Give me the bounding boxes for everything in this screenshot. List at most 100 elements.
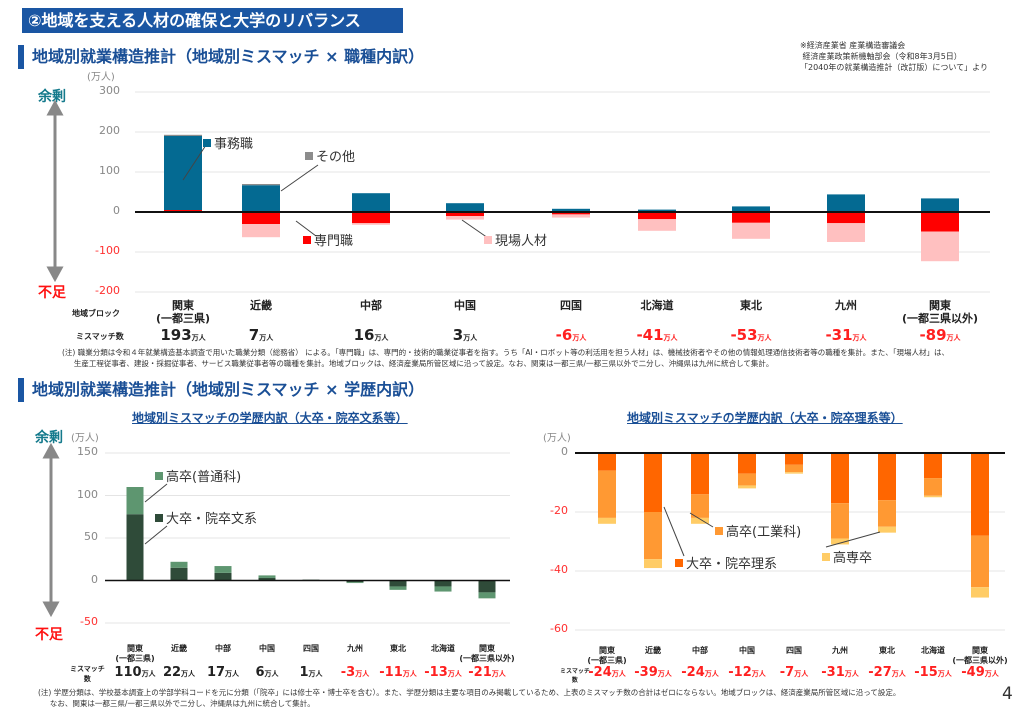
mismatch-unit: 万人 <box>984 670 999 678</box>
bar-segment-2 <box>732 206 770 212</box>
y-tick-label: 0 <box>91 572 98 586</box>
bar-segment-3 <box>164 134 202 136</box>
page-banner: ②地域を支える人材の確保と大学のリバランス <box>22 8 403 33</box>
mismatch-unit: 万人 <box>663 334 678 342</box>
region-row-label: 地域ブロック <box>72 309 120 318</box>
section2-title: 地域別就業構造推計（地域別ミスマッチ × 学歴内訳） <box>18 378 424 402</box>
bar-segment-3 <box>242 184 280 186</box>
mismatch-value: -31万人 <box>805 665 875 680</box>
mismatch-row-label-3: ミスマッチ 数 <box>560 668 590 684</box>
bar-segment-1 <box>126 514 144 581</box>
series-name: 大卒・院卒理系 <box>686 557 778 572</box>
bar-segment-2 <box>552 208 590 212</box>
mismatch-unit: 万人 <box>259 334 274 342</box>
bar-segment-1 <box>598 453 616 471</box>
mismatch-value: -3万人 <box>320 665 390 680</box>
mismatch-number: -12 <box>728 665 752 680</box>
mismatch-number: -7 <box>779 665 795 680</box>
region-label: 中国 <box>259 644 275 653</box>
region-label: 関東 (一都三県) <box>115 644 155 663</box>
mismatch-unit: 万人 <box>402 670 417 678</box>
unit-label-3: (万人) <box>543 433 571 444</box>
mismatch-value: -11万人 <box>363 665 433 680</box>
legend-swatch <box>822 552 830 561</box>
series-name: 高卒(工業科) <box>726 525 802 540</box>
bar-segment-3 <box>644 559 662 569</box>
mismatch-number: 193 <box>160 326 192 344</box>
y-tick-label: -40 <box>550 563 568 576</box>
bar-segment-2 <box>214 566 232 573</box>
series-label: 高専卒 <box>822 547 872 566</box>
bar-segment-3 <box>878 526 896 533</box>
mismatch-number: 22 <box>162 665 182 680</box>
mismatch-unit: 万人 <box>757 334 772 342</box>
mismatch-number: 6 <box>255 665 265 680</box>
mismatch-number: 1 <box>299 665 309 680</box>
surplus-shortage-arrow-2 <box>42 442 60 618</box>
bar-segment-1 <box>552 212 590 215</box>
y-tick-label: -20 <box>550 504 568 517</box>
page-number: 4 <box>1002 684 1013 704</box>
bar-segment-2 <box>924 478 942 496</box>
mismatch-number: -89 <box>919 326 947 344</box>
series-label: 専門職 <box>303 230 353 249</box>
bar-segment-2 <box>827 194 865 212</box>
mismatch-number: 16 <box>353 326 375 344</box>
mismatch-value: -6万人 <box>536 326 606 344</box>
bar-segment-1 <box>478 580 496 593</box>
bar-segment-1 <box>924 453 942 479</box>
mismatch-value: -13万人 <box>408 665 478 680</box>
legend-swatch <box>155 513 163 522</box>
bar-segment-4 <box>732 222 770 239</box>
mismatch-value: -15万人 <box>898 665 968 680</box>
bar-segment-1 <box>346 580 364 583</box>
mismatch-number: -31 <box>821 665 845 680</box>
mismatch-unit: 万人 <box>308 670 323 678</box>
chart3-title: 地域別ミスマッチの学歴内訳（大卒・院卒理系等） <box>627 411 903 425</box>
mismatch-unit: 万人 <box>264 670 279 678</box>
unit-label: (万人) <box>87 72 115 83</box>
legend-swatch <box>203 138 211 147</box>
region-label: 中部 <box>215 644 231 653</box>
series-label: 事務職 <box>203 133 253 152</box>
bar-segment-2 <box>164 136 202 210</box>
series-name: 事務職 <box>214 137 254 152</box>
leader-line <box>825 531 881 548</box>
y-tick-label: 300 <box>99 84 120 97</box>
mismatch-unit: 万人 <box>852 334 867 342</box>
mismatch-number: -49 <box>961 665 985 680</box>
mismatch-unit: 万人 <box>141 670 156 678</box>
region-label: 九州 <box>835 299 857 312</box>
region-label: 東北 <box>390 644 406 653</box>
bar-segment-4 <box>638 219 676 231</box>
bar-segment-1 <box>738 453 756 474</box>
mismatch-value: 7万人 <box>226 326 296 344</box>
region-label: 近畿 <box>171 644 187 653</box>
bar-segment-3 <box>598 517 616 524</box>
bar-segment-2 <box>170 561 188 568</box>
series-label: 大卒・院卒理系 <box>675 553 777 572</box>
bar-segment-1 <box>446 212 484 216</box>
region-label: 関東 (一都三県以外) <box>901 299 979 325</box>
region-label: 東北 <box>740 299 762 312</box>
mismatch-value: 1万人 <box>276 665 346 680</box>
mismatch-number: -21 <box>468 665 492 680</box>
mismatch-value: -24万人 <box>665 665 735 680</box>
mismatch-unit: 万人 <box>374 334 389 342</box>
series-name: 高専卒 <box>833 551 873 566</box>
bar-segment-2 <box>921 198 959 212</box>
region-label: 近畿 <box>250 299 272 312</box>
bar-segment-1 <box>170 567 188 581</box>
y-tick-label: 150 <box>77 445 98 458</box>
mismatch-value: 16万人 <box>336 326 406 344</box>
mismatch-number: -6 <box>555 326 573 344</box>
surplus-label-2: 余剰 <box>35 430 63 446</box>
region-label: 四国 <box>786 646 802 655</box>
bar-segment-2 <box>389 586 407 590</box>
surplus-label: 余剰 <box>38 89 66 105</box>
mismatch-unit: 万人 <box>946 334 961 342</box>
mismatch-number: -39 <box>634 665 658 680</box>
mismatch-unit: 万人 <box>891 670 906 678</box>
mismatch-number: -11 <box>379 665 403 680</box>
